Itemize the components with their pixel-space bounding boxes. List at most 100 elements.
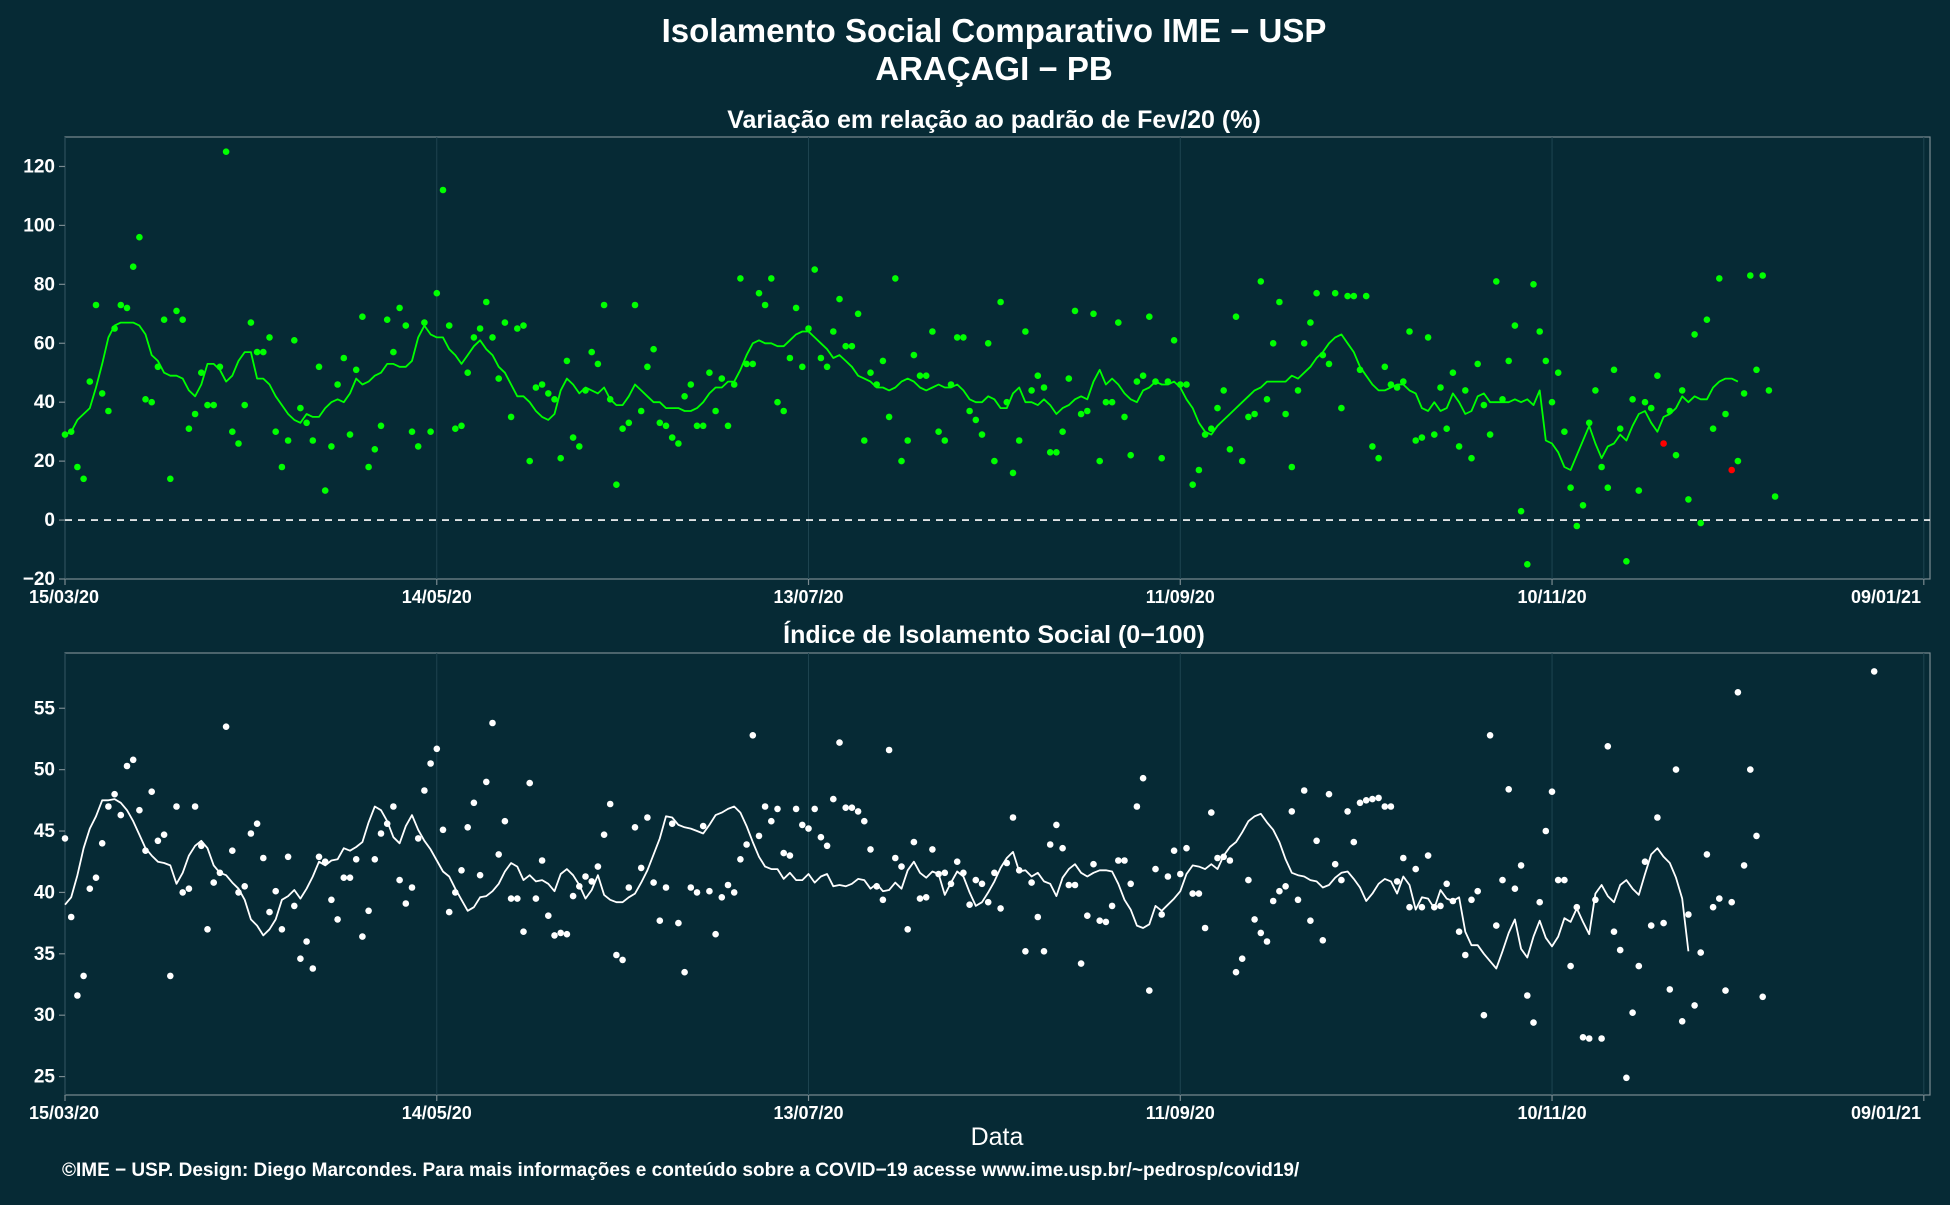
index-daily-point (476, 871, 484, 879)
variation-daily-point (1170, 337, 1178, 344)
index-daily-point (352, 856, 360, 863)
index-daily-point (1096, 917, 1103, 924)
index-daily-point (1034, 913, 1042, 921)
variation-daily-point (1146, 313, 1153, 321)
variation-y-tick-label: 40 (34, 392, 55, 413)
index-daily-point (532, 895, 540, 902)
index-daily-point (922, 894, 930, 901)
index-daily-point (408, 884, 416, 891)
index-daily-point (873, 883, 880, 890)
index-daily-point (1102, 918, 1110, 926)
variation-daily-point (1499, 396, 1506, 403)
variation-daily-point (817, 354, 825, 362)
index-daily-point (675, 919, 682, 927)
variation-daily-point (960, 334, 967, 341)
index-daily-point (885, 746, 893, 754)
variation-daily-point (1493, 278, 1500, 285)
index-y-axis: 25 30 35 40 45 50 55 (34, 698, 65, 1088)
variation-daily-point (1133, 378, 1141, 385)
index-daily-point (1486, 732, 1494, 739)
variation-daily-point (1437, 384, 1444, 391)
variation-daily-point (1598, 463, 1605, 471)
variation-daily-point (1666, 407, 1674, 415)
index-daily-point (569, 892, 577, 900)
variation-daily-point (470, 334, 478, 341)
index-daily-point (377, 830, 385, 837)
variation-daily-point (359, 313, 366, 321)
index-daily-point (1282, 883, 1289, 890)
variation-daily-point (123, 304, 131, 312)
index-daily-point (606, 800, 614, 808)
index-x-tick-label: 10/11/20 (1518, 1103, 1587, 1123)
variation-daily-point (1034, 372, 1042, 380)
variation-daily-point (997, 298, 1004, 306)
index-daily-point (421, 787, 428, 794)
index-daily-point (830, 795, 837, 803)
variation-daily-point (1053, 449, 1060, 456)
variation-daily-point (1356, 366, 1364, 374)
variation-daily-point (650, 345, 657, 353)
variation-daily-point (495, 375, 503, 382)
index-daily-point (761, 803, 769, 810)
variation-daily-point (291, 337, 298, 344)
variation-daily-point (1065, 375, 1073, 382)
index-daily-point (383, 820, 391, 827)
variation-daily-point (761, 301, 769, 309)
variation-daily-point (1660, 440, 1667, 447)
variation-daily-point (929, 328, 936, 335)
index-daily-point (123, 762, 131, 770)
index-daily-point (61, 835, 69, 842)
variation-daily-point (730, 381, 738, 388)
variation-daily-point (1486, 431, 1494, 438)
variation-daily-point (154, 363, 162, 371)
index-daily-point (916, 895, 924, 902)
index-daily-point (749, 732, 757, 739)
index-daily-point (693, 889, 701, 896)
index-daily-point (947, 880, 955, 888)
index-daily-point (1152, 865, 1159, 873)
index-daily-point (1455, 928, 1463, 935)
index-daily-point (92, 874, 100, 881)
index-daily-point (1090, 860, 1097, 868)
index-daily-point (1127, 880, 1134, 888)
index-daily-point (910, 838, 918, 846)
index-daily-point (1548, 788, 1556, 795)
variation-daily-point (1449, 369, 1457, 377)
index-x-tick-label: 13/07/20 (773, 1103, 843, 1123)
variation-x-axis: 15/03/20 14/05/20 13/07/20 11/09/20 10/11/20… (29, 579, 1925, 607)
index-x-axis: 15/03/20 14/05/20 13/07/20 11/09/20 10/11/20… (29, 1095, 1925, 1123)
index-daily-point (1660, 919, 1667, 927)
index-daily-point (1164, 873, 1172, 880)
index-daily-point (551, 932, 558, 939)
index-daily-point (142, 847, 149, 854)
index-daily-point (836, 739, 843, 746)
variation-daily-point (842, 342, 849, 350)
index-daily-point (1592, 896, 1599, 904)
index-daily-point (1443, 880, 1450, 888)
variation-daily-point (1548, 398, 1556, 406)
variation-daily-point (111, 325, 118, 332)
variation-daily-point (898, 457, 905, 465)
variation-daily-point (631, 301, 639, 309)
index-daily-point (1245, 876, 1252, 884)
index-daily-point (953, 858, 961, 865)
index-daily-point (854, 808, 862, 815)
index-daily-point (1133, 803, 1141, 810)
index-daily-point (452, 889, 459, 896)
variation-daily-point (1722, 410, 1729, 418)
variation-y-tick-label: −20 (23, 569, 55, 590)
index-daily-point (1759, 993, 1766, 1001)
variation-daily-point (173, 307, 180, 315)
variation-daily-point (1331, 289, 1339, 297)
index-daily-point (1747, 766, 1754, 773)
index-daily-point (718, 894, 726, 901)
variation-daily-point (1480, 401, 1488, 409)
index-daily-point (1870, 668, 1878, 675)
index-daily-point (929, 846, 936, 853)
index-daily-point (67, 913, 75, 921)
index-daily-point (346, 874, 354, 881)
variation-daily-point (483, 298, 490, 306)
variation-daily-point (1313, 289, 1320, 297)
